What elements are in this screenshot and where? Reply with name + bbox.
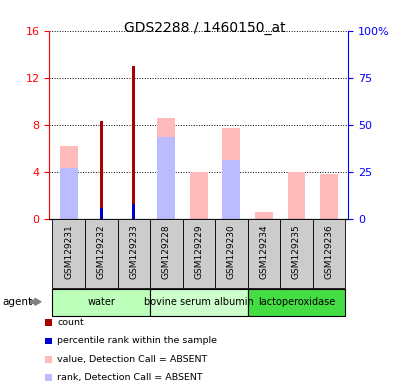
Bar: [150, 289, 247, 316]
Bar: [189, 172, 207, 219]
Text: GSM129232: GSM129232: [97, 225, 106, 280]
Text: lactoperoxidase: lactoperoxidase: [257, 297, 334, 307]
Bar: [247, 289, 344, 316]
Text: GSM129229: GSM129229: [194, 225, 203, 280]
Text: GSM129233: GSM129233: [129, 225, 138, 280]
Bar: [157, 137, 175, 219]
Bar: [132, 204, 135, 219]
Bar: [85, 219, 117, 288]
Text: GSM129236: GSM129236: [324, 225, 333, 280]
Text: agent: agent: [2, 297, 32, 307]
Bar: [287, 172, 305, 219]
Bar: [132, 66, 135, 219]
Bar: [99, 121, 103, 219]
Text: water: water: [87, 297, 115, 307]
Bar: [52, 219, 85, 288]
Text: rank, Detection Call = ABSENT: rank, Detection Call = ABSENT: [57, 373, 202, 382]
Text: GSM129228: GSM129228: [162, 225, 171, 280]
Bar: [222, 160, 240, 219]
Text: GSM129231: GSM129231: [64, 225, 73, 280]
Text: GSM129235: GSM129235: [291, 225, 300, 280]
Text: GDS2288 / 1460150_at: GDS2288 / 1460150_at: [124, 21, 285, 35]
Bar: [52, 289, 150, 316]
Bar: [319, 174, 337, 219]
Text: bovine serum albumin: bovine serum albumin: [144, 297, 253, 307]
Bar: [254, 212, 272, 219]
Text: percentile rank within the sample: percentile rank within the sample: [57, 336, 217, 346]
Text: GSM129234: GSM129234: [259, 225, 268, 280]
Bar: [150, 219, 182, 288]
Bar: [215, 219, 247, 288]
Bar: [60, 146, 77, 219]
Bar: [157, 118, 175, 219]
Text: GSM129230: GSM129230: [226, 225, 235, 280]
Bar: [117, 219, 150, 288]
Bar: [247, 219, 279, 288]
Bar: [279, 219, 312, 288]
Bar: [312, 219, 344, 288]
Bar: [222, 128, 240, 219]
Bar: [182, 219, 215, 288]
Text: value, Detection Call = ABSENT: value, Detection Call = ABSENT: [57, 355, 207, 364]
Bar: [99, 208, 103, 219]
Bar: [60, 168, 77, 219]
Text: count: count: [57, 318, 84, 327]
